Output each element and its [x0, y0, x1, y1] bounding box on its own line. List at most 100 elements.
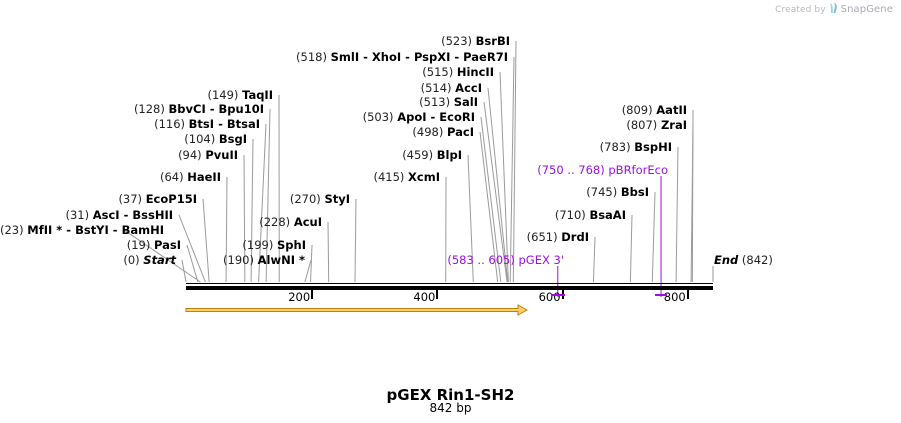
enzyme-name[interactable]: BtsI — [188, 117, 215, 131]
restriction-site-label[interactable]: (514) AccI — [0, 82, 482, 94]
enzyme-name[interactable]: HaeII — [187, 170, 221, 184]
ruler-top-line — [186, 283, 713, 284]
feature-label[interactable]: (750 .. 768) pBRforEco — [0, 164, 668, 176]
feature-range-bar[interactable] — [550, 294, 565, 296]
enzyme-name[interactable]: BspHI — [634, 140, 672, 154]
restriction-site-label[interactable]: (104) BsgI — [0, 133, 247, 145]
enzyme-name[interactable]: BsgI — [218, 132, 247, 146]
enzyme-name[interactable]: StyI — [324, 192, 350, 206]
restriction-site-label[interactable]: (94) PvuII — [0, 149, 238, 161]
restriction-site-label[interactable]: (199) SphI — [0, 239, 306, 251]
enzyme-name[interactable]: XhoI — [371, 50, 402, 64]
enzyme-name[interactable]: DrdI — [561, 230, 589, 244]
enzyme-name[interactable]: BstYI — [75, 223, 109, 237]
enzyme-name[interactable]: AscI — [92, 208, 120, 222]
leader-line — [509, 56, 515, 283]
enzyme-name[interactable]: HincII — [456, 65, 494, 79]
restriction-site-label[interactable]: (513) SalI — [0, 96, 478, 108]
restriction-site-label[interactable]: (515) HincII — [0, 66, 494, 78]
restriction-site-label[interactable]: (651) DrdI — [0, 231, 589, 243]
watermark-prefix: Created by — [775, 4, 826, 15]
enzyme-separator: - — [205, 102, 219, 116]
feature-range: (583 .. 605) — [447, 253, 519, 267]
restriction-site-label[interactable]: (228) AcuI — [0, 216, 322, 228]
enzyme-name[interactable]: AatII — [656, 103, 687, 117]
site-position: (94) — [178, 148, 206, 162]
enzyme-name[interactable]: TaqII — [242, 88, 273, 102]
enzyme-name[interactable]: SalI — [453, 95, 478, 109]
leader-line — [675, 146, 679, 283]
site-position: (710) — [554, 208, 590, 222]
enzyme-name[interactable]: BlpI — [436, 148, 462, 162]
sequence-start-label[interactable]: Start — [143, 253, 176, 267]
site-position: (415) — [373, 170, 409, 184]
restriction-site-label[interactable]: (64) HaeII — [0, 171, 221, 183]
enzyme-name[interactable]: AcuI — [293, 215, 322, 229]
restriction-site-label[interactable]: (415) XcmI — [0, 171, 440, 183]
enzyme-separator: - — [62, 223, 76, 237]
enzyme-name[interactable]: AccI — [455, 81, 482, 95]
restriction-site-label[interactable]: (116) BtsI - BtsaI — [0, 118, 260, 130]
restriction-site-label[interactable]: (710) BsaAI — [0, 209, 626, 221]
site-position: (0) — [123, 253, 144, 267]
restriction-site-label[interactable]: (190) AlwNI * — [0, 254, 305, 266]
restriction-site-label[interactable]: (809) AatII — [0, 104, 687, 116]
restriction-site-label[interactable]: (459) BlpI — [0, 149, 462, 161]
leader-line — [479, 131, 499, 283]
enzyme-name[interactable]: BbsI — [620, 185, 649, 199]
enzyme-name[interactable]: BsrBI — [475, 34, 510, 48]
enzyme-name[interactable]: ZraI — [660, 118, 687, 132]
site-position: (19) — [126, 238, 154, 252]
enzyme-name[interactable]: BtsaI — [226, 117, 260, 131]
enzyme-name[interactable]: XcmI — [408, 170, 440, 184]
restriction-site-label[interactable]: (31) AscI - BssHII — [0, 209, 173, 221]
restriction-site-label[interactable]: (783) BspHI — [0, 141, 672, 153]
enzyme-name[interactable]: EcoRI — [439, 110, 475, 124]
restriction-site-label[interactable]: (37) EcoP15I — [0, 193, 197, 205]
restriction-site-label[interactable]: (128) BbvCI - Bpu10I — [0, 103, 264, 115]
site-position: (459) — [402, 148, 437, 162]
restriction-site-label[interactable]: (0) Start — [0, 254, 176, 266]
enzyme-name[interactable]: PspXI — [413, 50, 451, 64]
enzyme-name[interactable]: BssHII — [132, 208, 173, 222]
feature-range-bar[interactable] — [655, 294, 667, 296]
leader-line — [250, 138, 254, 283]
enzyme-separator: - — [108, 223, 122, 237]
feature-label[interactable]: (583 .. 605) pGEX 3' — [0, 254, 564, 266]
enzyme-name[interactable]: PasI — [153, 238, 181, 252]
enzyme-name[interactable]: MfII * — [27, 223, 63, 237]
enzyme-name[interactable]: BbvCI — [168, 102, 206, 116]
feature-range: (750 .. 768) — [537, 163, 609, 177]
leader-line — [123, 229, 201, 283]
enzyme-name[interactable]: EcoP15I — [145, 192, 197, 206]
enzyme-name[interactable]: SmlI — [330, 50, 360, 64]
site-position: (104) — [184, 132, 219, 146]
enzyme-name[interactable]: SphI — [277, 238, 306, 252]
restriction-site-label[interactable]: (807) ZraI — [0, 119, 687, 131]
restriction-site-label[interactable]: (745) BbsI — [0, 186, 649, 198]
restriction-site-label[interactable]: (23) MfII * - BstYI - BamHI — [0, 223, 164, 237]
sequence-end-label: End (842) — [714, 254, 773, 266]
feature-name[interactable]: pBRforEco — [608, 163, 668, 177]
enzyme-name[interactable]: BsaAI — [589, 208, 626, 222]
restriction-site-label[interactable]: (523) BsrBI — [0, 35, 510, 47]
site-position: (783) — [599, 140, 635, 154]
restriction-site-label[interactable]: (503) ApoI - EcoRI — [0, 111, 475, 123]
feature-name[interactable]: pGEX 3' — [518, 253, 565, 267]
restriction-site-label[interactable]: (19) PasI — [0, 239, 181, 251]
enzyme-name[interactable]: PacI — [447, 125, 474, 139]
enzyme-name[interactable]: Bpu10I — [218, 102, 264, 116]
restriction-site-label[interactable]: (270) StyI — [0, 193, 350, 205]
enzyme-name[interactable]: AlwNI * — [257, 253, 305, 267]
site-position: (651) — [526, 230, 562, 244]
enzyme-separator: - — [401, 50, 414, 64]
end-position: (842) — [738, 253, 773, 267]
restriction-site-label[interactable]: (498) PacI — [0, 126, 474, 138]
restriction-site-label[interactable]: (518) SmlI - XhoI - PspXI - PaeR7I — [0, 51, 508, 63]
enzyme-name[interactable]: PaeR7I — [463, 50, 508, 64]
restriction-site-label[interactable]: (149) TaqII — [0, 89, 273, 101]
site-position: (514) — [420, 81, 456, 95]
enzyme-name[interactable]: BamHI — [121, 223, 164, 237]
enzyme-name[interactable]: ApoI — [397, 110, 427, 124]
enzyme-name[interactable]: PvuII — [205, 148, 238, 162]
